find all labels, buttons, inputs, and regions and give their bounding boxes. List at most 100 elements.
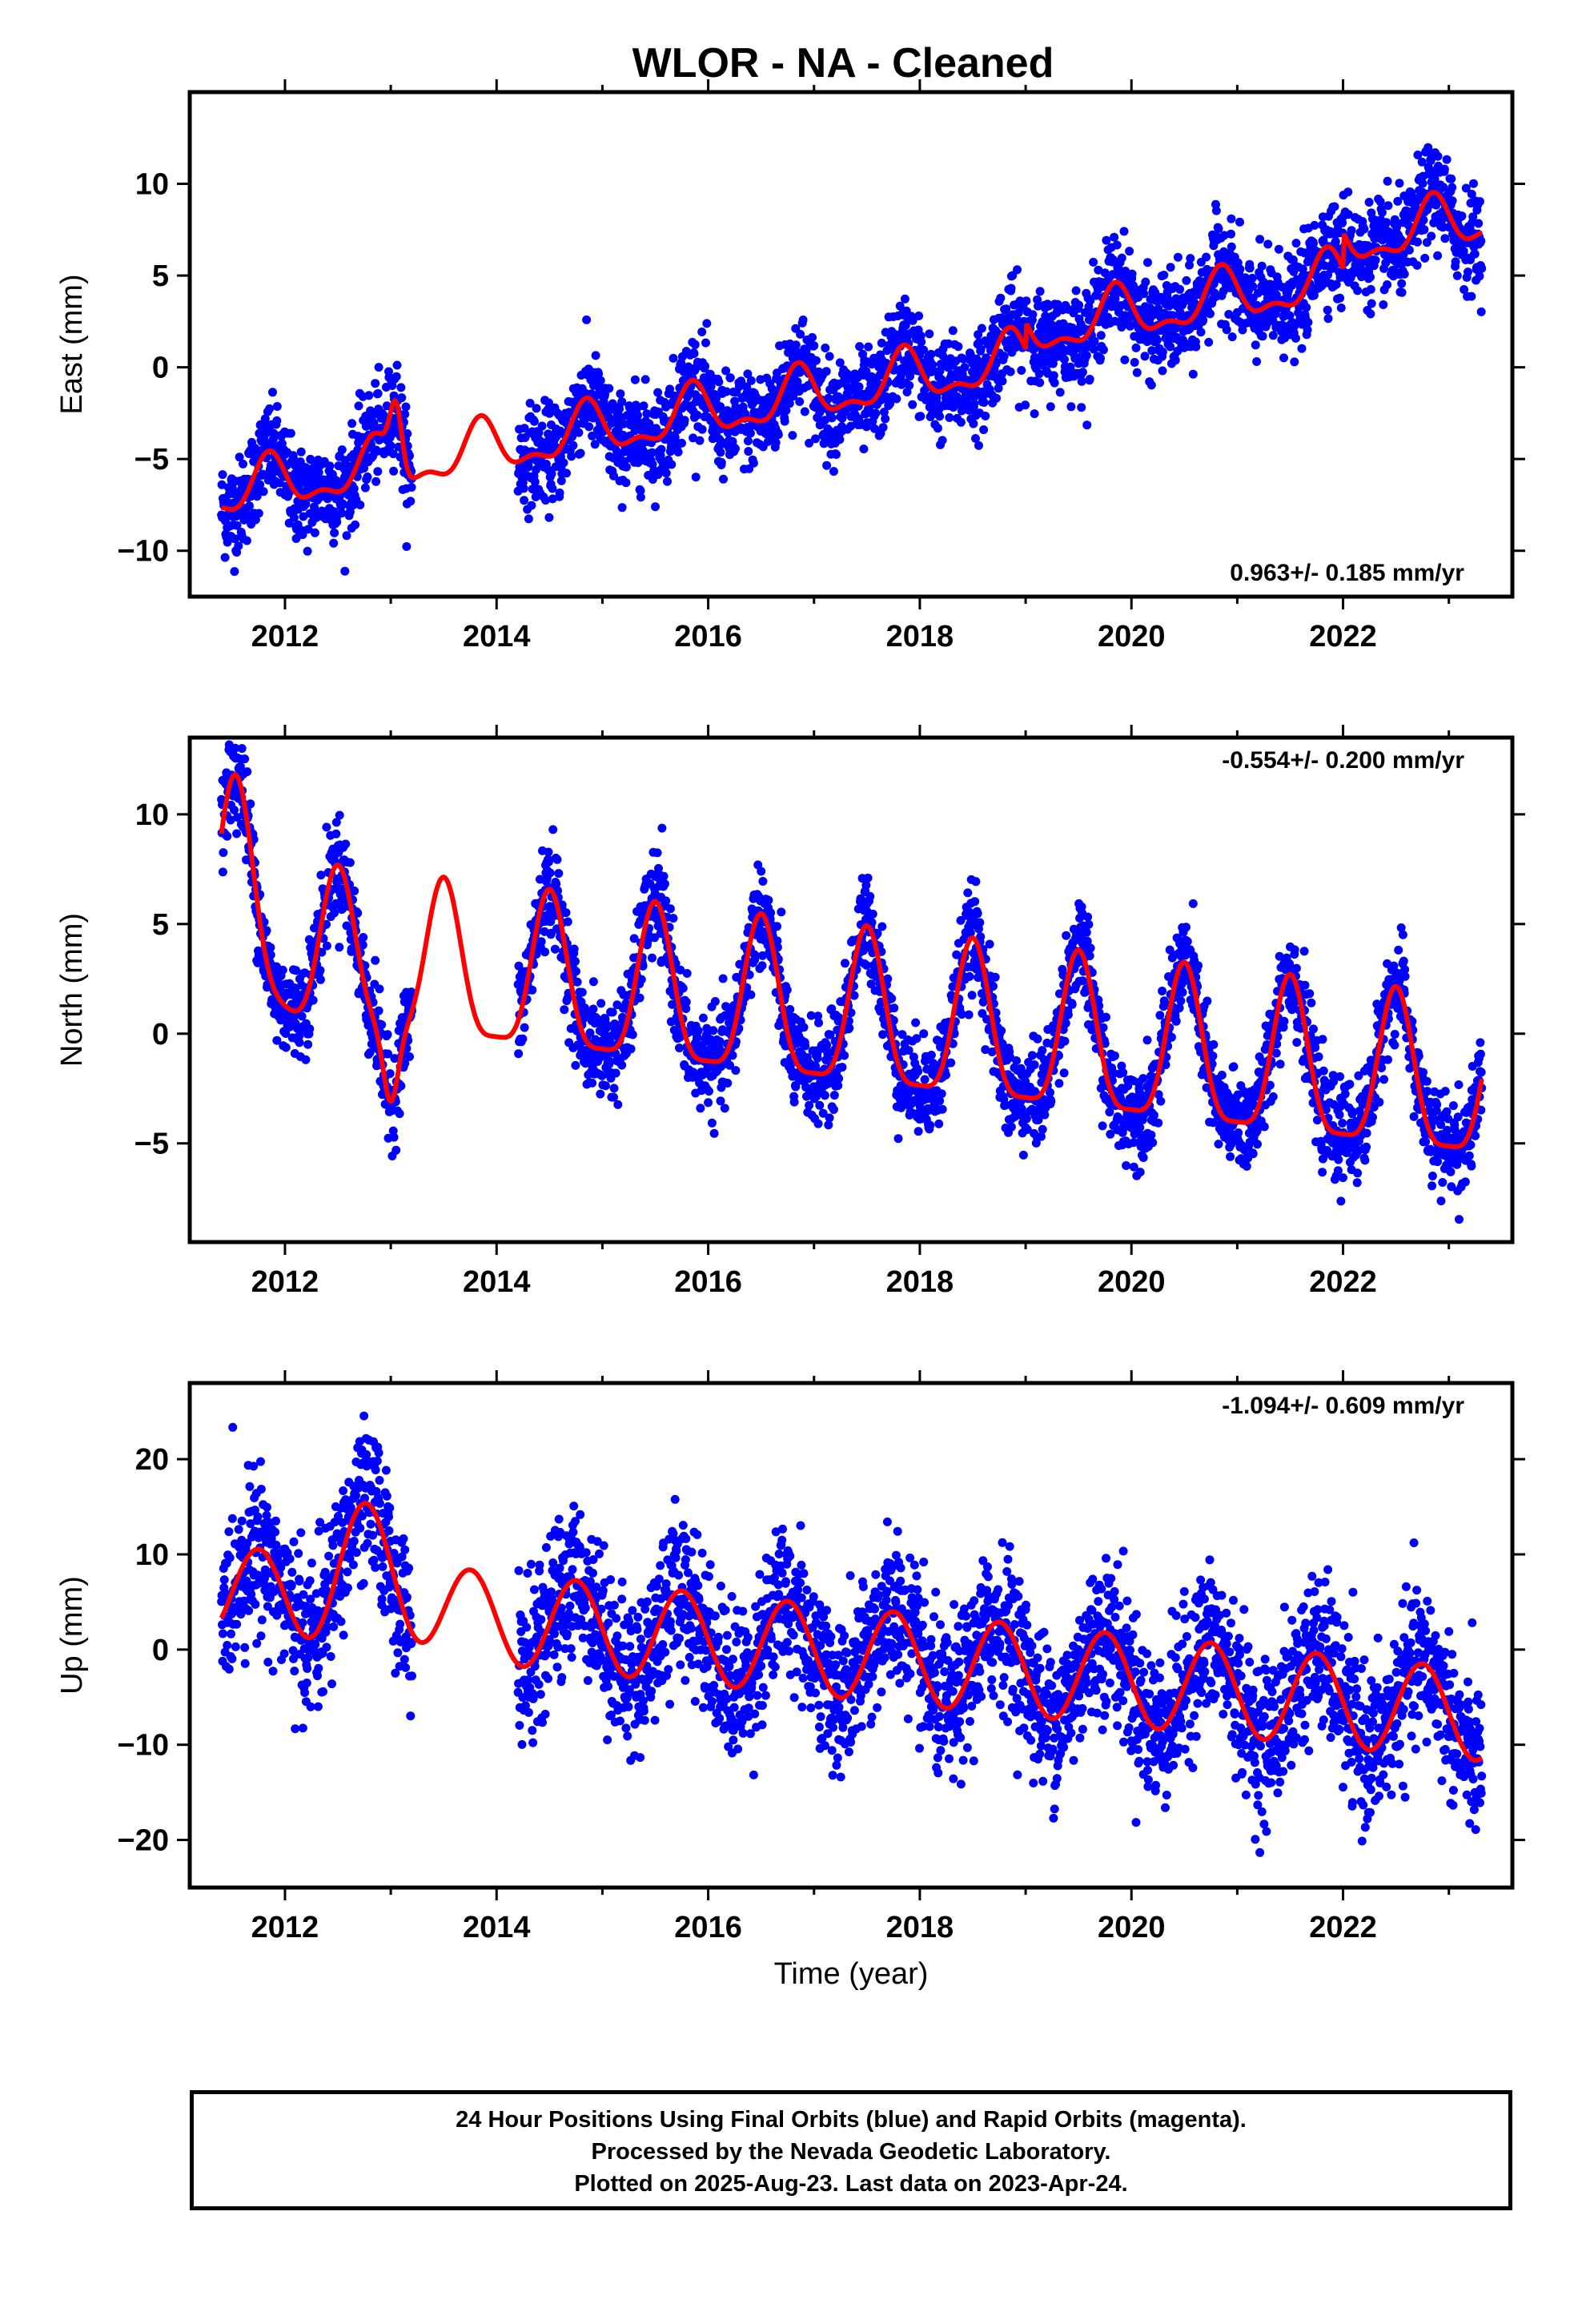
data-point [1291, 239, 1301, 248]
data-point [952, 392, 962, 401]
data-point [544, 847, 553, 857]
data-point [554, 869, 564, 879]
data-point [1022, 296, 1031, 306]
data-point [815, 1100, 825, 1110]
data-point [596, 999, 606, 1008]
data-point [335, 810, 344, 820]
data-point [900, 294, 909, 304]
data-point [545, 868, 555, 878]
data-point [1170, 356, 1180, 365]
data-point [682, 969, 692, 978]
data-point [596, 376, 605, 385]
data-point [240, 754, 250, 764]
data-point [722, 387, 731, 396]
data-point [1035, 287, 1045, 296]
y-tick-label: 10 [135, 168, 169, 202]
data-point [342, 531, 351, 541]
data-point [665, 904, 675, 914]
data-point [1323, 314, 1333, 324]
data-point [1021, 400, 1030, 410]
data-point [1082, 420, 1092, 430]
data-point [1140, 352, 1150, 361]
data-point [681, 997, 691, 1007]
data-point [555, 489, 564, 497]
data-point [392, 360, 402, 370]
data-point [1271, 290, 1281, 300]
data-point [588, 1004, 598, 1014]
y-tick-label: 0 [152, 352, 169, 385]
data-point [697, 424, 707, 434]
data-point [673, 448, 683, 456]
data-point [619, 419, 628, 428]
data-point [1475, 271, 1484, 281]
data-point [1166, 342, 1175, 352]
data-point [315, 975, 325, 984]
data-point [604, 1059, 614, 1069]
data-point [1241, 273, 1250, 283]
data-point [1168, 311, 1178, 320]
data-point [1173, 252, 1182, 262]
data-point [1030, 409, 1039, 419]
data-point [572, 977, 582, 987]
data-point [1191, 342, 1201, 352]
data-point [1034, 369, 1044, 379]
data-point [626, 1044, 636, 1054]
data-point [296, 447, 306, 456]
data-point [525, 399, 535, 408]
data-point [1077, 376, 1086, 386]
data-point [865, 891, 875, 901]
data-point [255, 480, 265, 489]
data-point [562, 468, 571, 478]
data-point [718, 974, 728, 983]
data-point [813, 1119, 823, 1128]
data-point [887, 994, 897, 1003]
data-point [757, 961, 767, 971]
data-point [246, 799, 255, 809]
data-point [1404, 245, 1414, 255]
data-point [272, 1035, 282, 1045]
data-point [561, 908, 571, 918]
data-point [1255, 235, 1265, 244]
data-point [228, 498, 238, 508]
data-point [1457, 211, 1467, 221]
data-point [349, 484, 359, 493]
data-point [359, 464, 369, 473]
data-point [999, 352, 1009, 361]
data-point [617, 503, 627, 513]
data-point [773, 922, 781, 931]
data-point [1147, 346, 1157, 356]
data-point [395, 1109, 404, 1119]
data-point [1464, 267, 1472, 277]
data-point [1130, 358, 1139, 367]
data-point [588, 1078, 597, 1088]
data-point [1251, 340, 1260, 350]
data-point [636, 486, 645, 496]
data-point [1397, 287, 1407, 297]
data-point [230, 534, 239, 544]
data-point [935, 412, 945, 421]
data-point [371, 955, 380, 965]
data-point [1248, 282, 1258, 292]
data-point [1433, 151, 1443, 161]
data-point [1131, 343, 1141, 352]
data-point [1290, 357, 1299, 367]
data-point [796, 329, 805, 339]
data-point [1474, 219, 1484, 228]
data-point [745, 970, 754, 979]
data-point [878, 423, 888, 432]
data-point [656, 444, 666, 454]
data-point [938, 351, 947, 360]
data-point [690, 340, 700, 349]
data-point [1476, 197, 1484, 207]
data-point [938, 436, 947, 445]
data-point [1222, 325, 1231, 335]
data-point [331, 829, 341, 838]
data-point [371, 476, 381, 486]
data-point [996, 293, 1006, 303]
data-point [744, 447, 753, 456]
data-point [534, 428, 544, 437]
data-point [1359, 224, 1369, 234]
data-point [801, 1041, 810, 1051]
data-point [600, 1081, 610, 1091]
data-point [373, 467, 383, 476]
